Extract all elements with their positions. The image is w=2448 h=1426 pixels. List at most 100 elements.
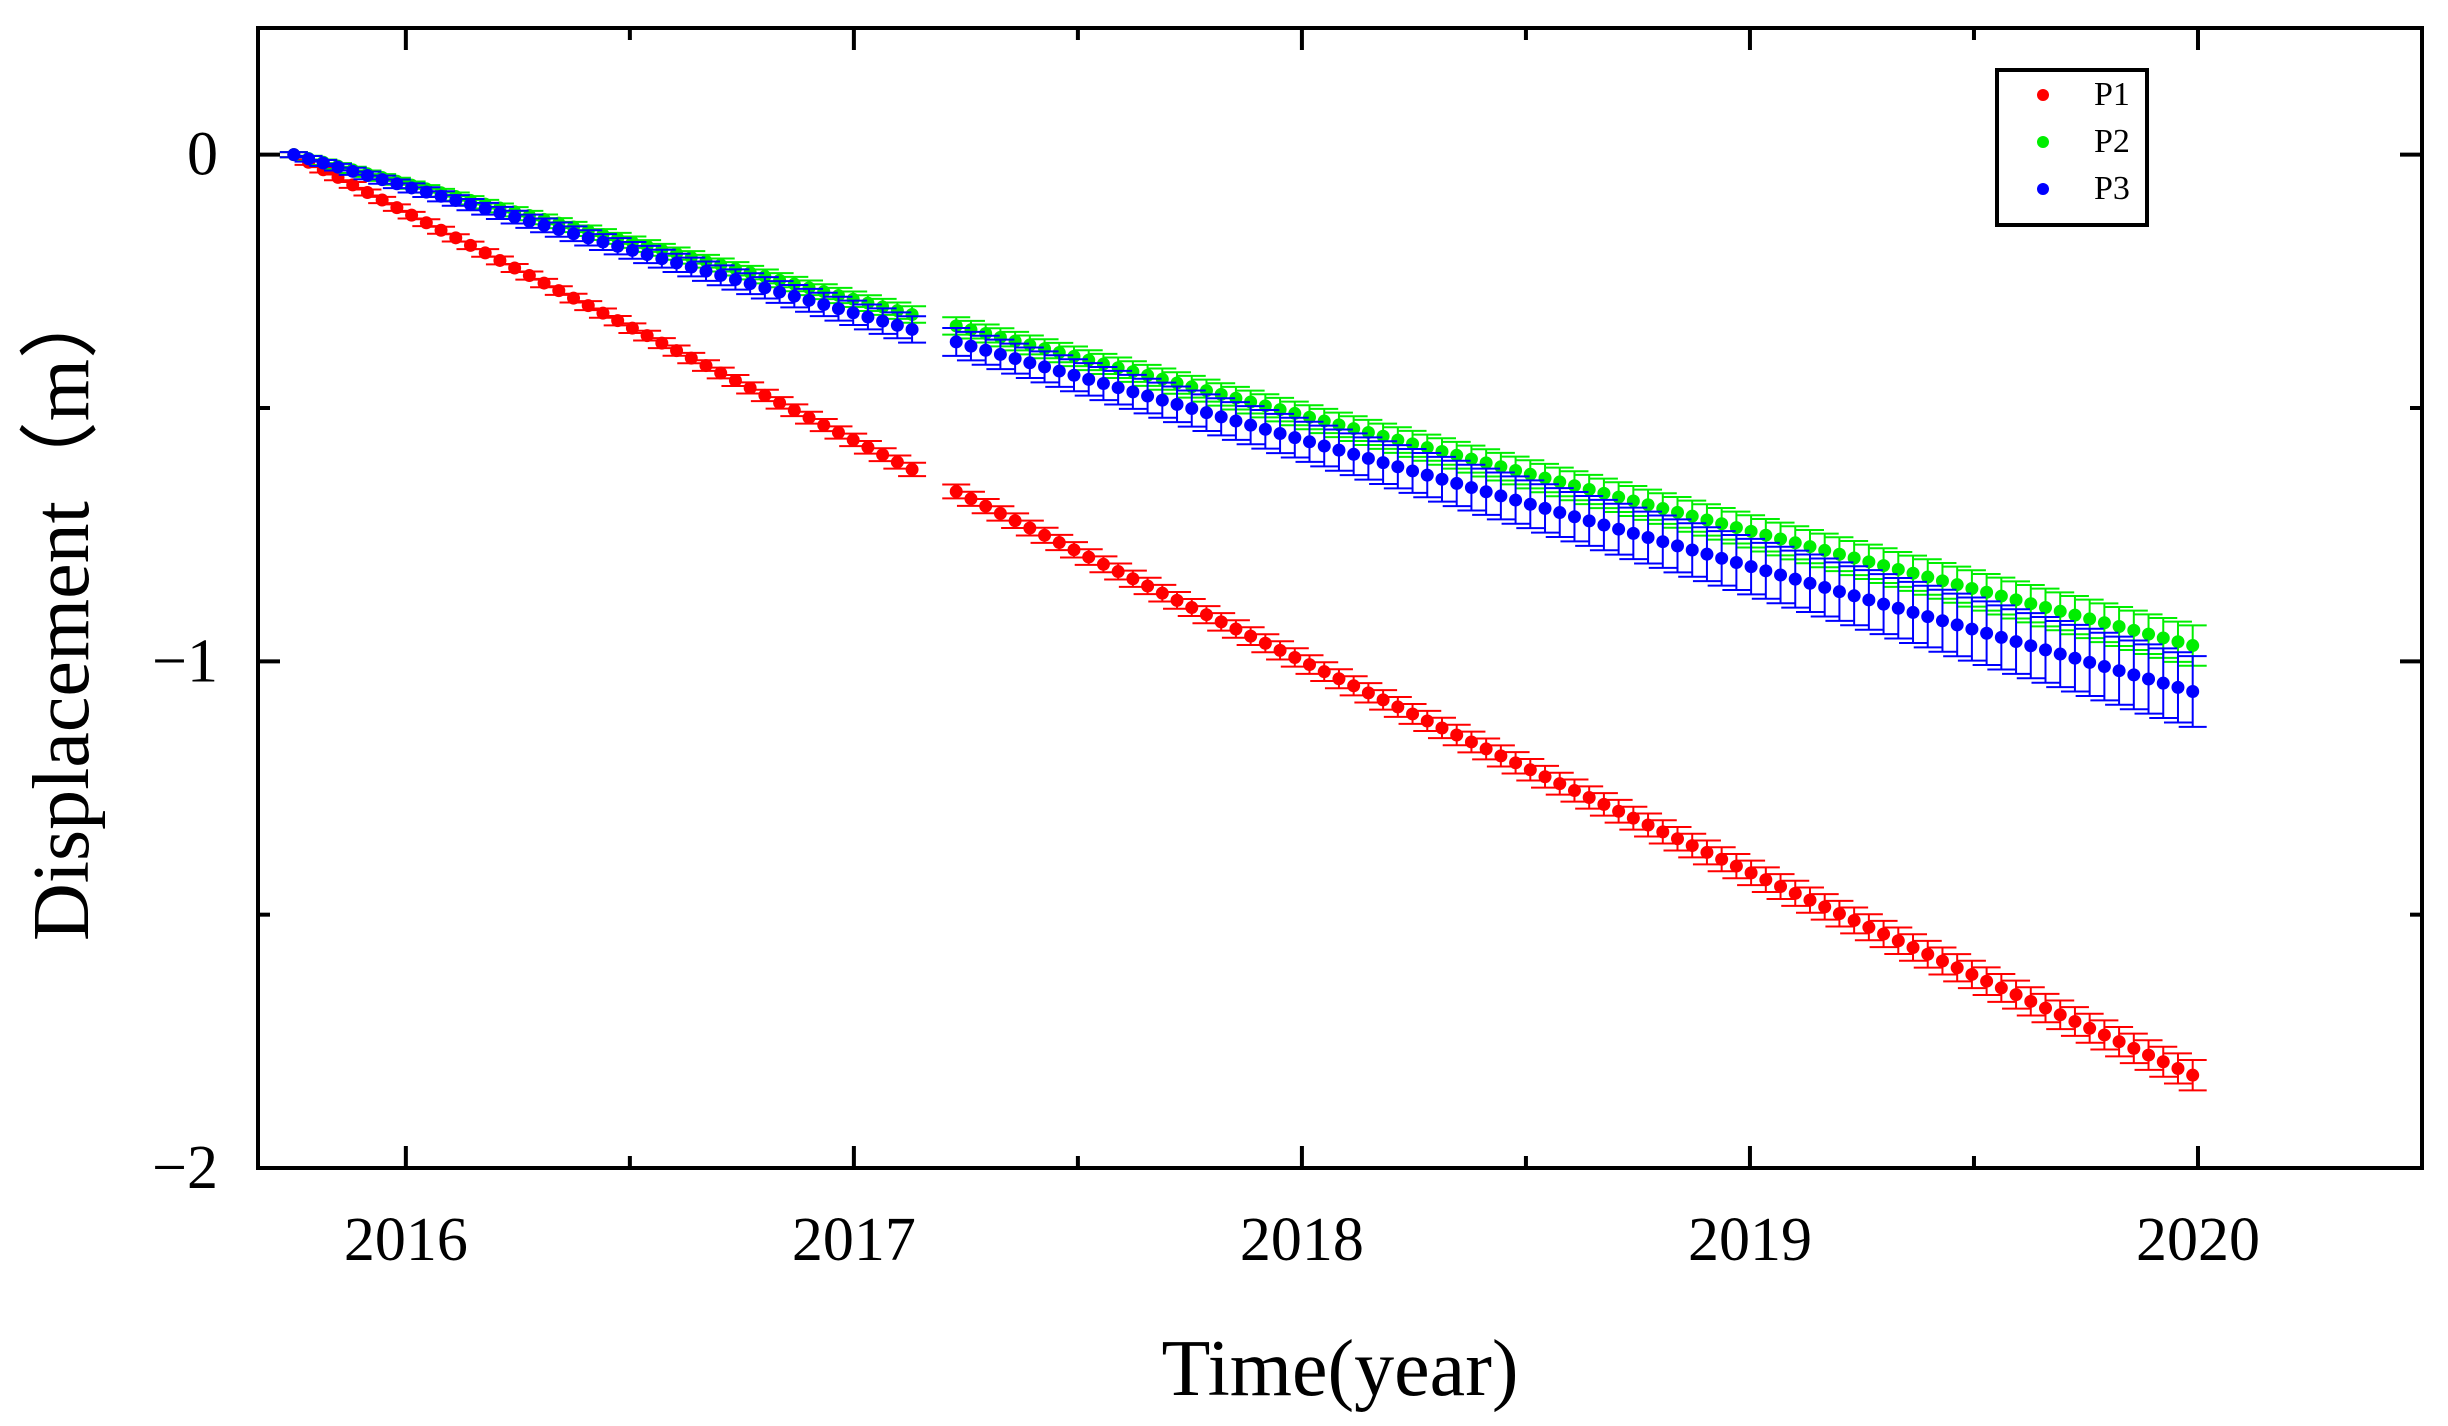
data-point bbox=[2171, 680, 2185, 694]
data-point bbox=[1464, 481, 1478, 495]
data-point bbox=[1729, 521, 1743, 535]
data-point bbox=[1921, 947, 1935, 961]
data-point bbox=[1450, 728, 1464, 742]
data-point bbox=[993, 506, 1007, 520]
data-point bbox=[1553, 506, 1567, 520]
y-axis-ticks: 0 −1 −2 bbox=[152, 121, 2422, 1202]
data-point bbox=[287, 148, 301, 162]
data-point bbox=[1935, 614, 1949, 628]
data-point bbox=[949, 335, 963, 349]
data-point bbox=[611, 314, 625, 328]
data-point bbox=[625, 243, 639, 257]
plot-border bbox=[256, 26, 2424, 1170]
data-point bbox=[1582, 790, 1596, 804]
data-point bbox=[2142, 672, 2156, 686]
data-point bbox=[1126, 572, 1140, 586]
data-point bbox=[1641, 818, 1655, 832]
data-point bbox=[1420, 714, 1434, 728]
data-point bbox=[1729, 859, 1743, 873]
data-point bbox=[2083, 655, 2097, 669]
data-point bbox=[1877, 559, 1891, 573]
data-point bbox=[2083, 612, 2097, 626]
data-point bbox=[1715, 517, 1729, 531]
data-point bbox=[1862, 593, 1876, 607]
data-point bbox=[1744, 560, 1758, 574]
data-point bbox=[1244, 418, 1258, 432]
data-point bbox=[537, 218, 551, 232]
data-point bbox=[2171, 1061, 2185, 1075]
data-point bbox=[876, 314, 890, 328]
data-point bbox=[1980, 974, 1994, 988]
data-point bbox=[2156, 631, 2170, 645]
data-point bbox=[640, 329, 654, 343]
data-point bbox=[1906, 566, 1920, 580]
data-point bbox=[1685, 543, 1699, 557]
data-point bbox=[1744, 866, 1758, 880]
data-point bbox=[714, 366, 728, 380]
data-point bbox=[1185, 601, 1199, 615]
data-point bbox=[1906, 940, 1920, 954]
data-point bbox=[787, 289, 801, 303]
data-point bbox=[1038, 360, 1052, 374]
data-point bbox=[1906, 605, 1920, 619]
y-axis-title: Displacement（m） bbox=[18, 279, 106, 941]
data-point bbox=[1464, 735, 1478, 749]
data-point bbox=[1376, 693, 1390, 707]
data-point bbox=[949, 484, 963, 498]
data-point bbox=[655, 252, 669, 266]
data-point bbox=[1391, 433, 1405, 447]
data-point bbox=[508, 261, 522, 275]
data-point bbox=[1258, 636, 1272, 650]
data-point bbox=[1332, 672, 1346, 686]
data-point bbox=[979, 499, 993, 513]
data-point bbox=[831, 302, 845, 316]
data-point bbox=[758, 388, 772, 402]
data-point bbox=[2038, 1001, 2052, 1015]
data-point bbox=[1671, 505, 1685, 519]
data-point bbox=[1170, 593, 1184, 607]
data-point bbox=[2038, 643, 2052, 657]
data-point bbox=[2009, 593, 2023, 607]
data-point bbox=[1891, 601, 1905, 615]
data-point bbox=[1994, 589, 2008, 603]
data-point bbox=[1303, 410, 1317, 424]
data-point bbox=[861, 440, 875, 454]
data-point bbox=[2186, 639, 2200, 653]
data-point bbox=[1523, 467, 1537, 481]
data-point bbox=[1612, 522, 1626, 536]
data-point bbox=[1862, 920, 1876, 934]
data-point bbox=[1096, 377, 1110, 391]
data-point bbox=[1406, 707, 1420, 721]
data-point bbox=[2127, 623, 2141, 637]
data-point bbox=[714, 268, 728, 282]
data-point bbox=[1494, 489, 1508, 503]
data-point bbox=[1406, 437, 1420, 451]
data-point bbox=[964, 339, 978, 353]
data-point bbox=[1612, 804, 1626, 818]
data-point bbox=[1509, 464, 1523, 478]
legend-marker-p3 bbox=[2037, 183, 2049, 195]
data-point bbox=[1935, 574, 1949, 588]
data-point bbox=[1862, 555, 1876, 569]
data-point bbox=[1067, 368, 1081, 382]
data-point bbox=[1582, 514, 1596, 528]
data-point bbox=[1229, 414, 1243, 428]
data-point bbox=[1509, 493, 1523, 507]
data-point bbox=[787, 403, 801, 417]
data-point bbox=[802, 293, 816, 307]
data-point bbox=[1494, 460, 1508, 474]
data-point bbox=[1597, 486, 1611, 500]
data-point bbox=[1450, 476, 1464, 490]
data-point bbox=[1567, 510, 1581, 524]
data-point bbox=[1774, 880, 1788, 894]
data-point bbox=[390, 177, 404, 191]
data-point bbox=[1288, 406, 1302, 420]
data-point bbox=[1435, 721, 1449, 735]
data-point bbox=[2068, 1015, 2082, 1029]
data-point bbox=[1700, 547, 1714, 561]
data-point bbox=[1185, 402, 1199, 416]
data-point bbox=[1361, 425, 1375, 439]
data-point bbox=[1759, 564, 1773, 578]
data-point bbox=[375, 193, 389, 207]
data-point bbox=[1965, 967, 1979, 981]
